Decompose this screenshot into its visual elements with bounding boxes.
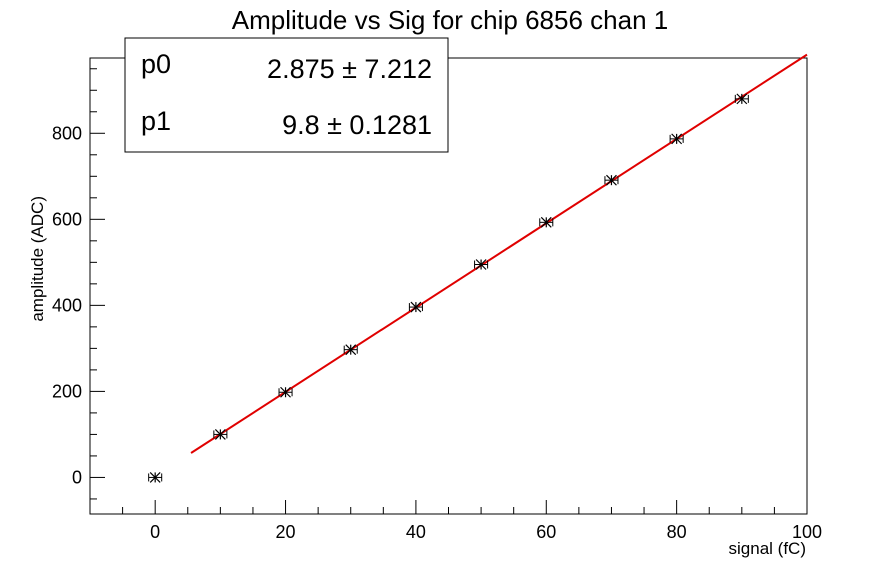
data-point — [343, 344, 358, 356]
y-tick-label: 0 — [72, 467, 82, 487]
x-tick-label: 80 — [667, 522, 687, 542]
x-axis: 0 20 40 60 80 100 — [89, 500, 822, 542]
data-point — [213, 428, 228, 440]
data-point — [604, 174, 619, 186]
data-point — [278, 386, 293, 398]
x-tick-label: 100 — [792, 522, 822, 542]
y-tick-label: 600 — [52, 209, 82, 229]
x-axis-title: signal (fC) — [729, 539, 806, 558]
stat-p0-value: 2.875 ± 7.212 — [267, 54, 432, 84]
y-tick-label: 800 — [52, 123, 82, 143]
x-tick-label: 60 — [536, 522, 556, 542]
stat-p0-name: p0 — [141, 49, 171, 79]
y-tick-label: 200 — [52, 381, 82, 401]
x-tick-label: 0 — [150, 522, 160, 542]
stats-box-frame — [124, 37, 449, 153]
data-point — [408, 301, 423, 313]
data-point — [474, 259, 489, 270]
y-axis: 0 200 400 600 800 — [52, 68, 105, 500]
fit-layer — [190, 53, 808, 454]
x-tick-label: 20 — [276, 522, 296, 542]
data-point — [148, 472, 163, 483]
data-point — [539, 216, 554, 228]
stat-p1-name: p1 — [141, 106, 171, 136]
data-point — [669, 133, 684, 145]
stats-box: p0 2.875 ± 7.212 p1 9.8 ± 0.1281 — [124, 37, 449, 153]
y-tick-label: 400 — [52, 295, 82, 315]
data-point — [734, 93, 749, 105]
data-points — [148, 93, 749, 483]
fit-line — [190, 53, 808, 454]
y-axis-title: amplitude (ADC) — [28, 196, 47, 322]
stat-p1-value: 9.8 ± 0.1281 — [282, 110, 432, 140]
chart-title: Amplitude vs Sig for chip 6856 chan 1 — [232, 5, 668, 35]
x-tick-label: 40 — [406, 522, 426, 542]
